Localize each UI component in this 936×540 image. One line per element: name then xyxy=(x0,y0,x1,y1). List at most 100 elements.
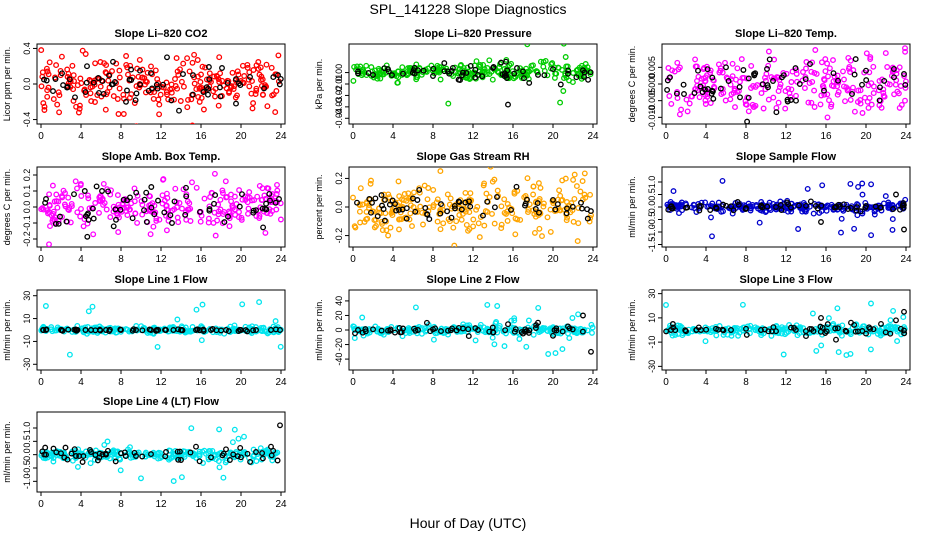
series-point xyxy=(64,456,71,463)
data-point xyxy=(150,95,157,102)
series-point xyxy=(681,91,687,97)
data-point xyxy=(50,216,56,222)
series-point xyxy=(552,206,559,213)
data-point xyxy=(203,76,210,83)
data-point xyxy=(589,329,595,336)
series-point xyxy=(250,327,257,334)
data-point xyxy=(514,70,521,77)
series-point xyxy=(818,202,825,209)
data-point xyxy=(160,84,167,91)
data-point xyxy=(228,84,234,91)
data-point xyxy=(238,214,245,221)
data-point xyxy=(484,65,491,71)
data-point xyxy=(885,201,892,208)
x-tick-label: 4 xyxy=(703,131,709,142)
data-point xyxy=(666,93,673,99)
series-point xyxy=(217,93,224,100)
data-point xyxy=(69,62,76,69)
x-tick-label: 4 xyxy=(78,499,84,510)
data-point xyxy=(865,82,872,89)
data-point xyxy=(273,206,280,213)
data-point xyxy=(676,64,683,71)
series-point xyxy=(518,329,525,336)
series-point xyxy=(112,206,119,213)
series-point xyxy=(43,77,50,84)
data-point xyxy=(123,53,130,59)
data-point xyxy=(350,77,357,84)
series-point xyxy=(99,188,105,194)
data-point xyxy=(509,210,516,217)
data-point xyxy=(544,328,551,335)
data-point xyxy=(45,210,51,217)
data-point xyxy=(163,89,170,96)
series-point xyxy=(148,184,155,190)
series-point xyxy=(455,76,462,83)
series-point xyxy=(183,193,190,200)
data-point xyxy=(412,304,419,311)
data-point xyxy=(168,85,175,92)
series-point xyxy=(382,196,388,203)
data-point xyxy=(855,183,862,190)
series-point xyxy=(420,67,427,74)
series-point xyxy=(90,215,97,222)
data-point xyxy=(142,453,149,460)
data-point xyxy=(70,72,77,79)
data-point xyxy=(734,325,740,332)
data-point xyxy=(830,320,837,327)
series-point xyxy=(792,65,799,72)
data-point xyxy=(50,208,57,215)
data-point xyxy=(54,101,61,108)
data-point xyxy=(569,315,576,321)
data-point xyxy=(838,229,844,236)
data-point xyxy=(38,83,45,90)
series-point xyxy=(508,206,514,213)
data-point xyxy=(674,59,681,66)
data-point xyxy=(180,83,187,90)
data-point xyxy=(65,194,72,201)
series-point xyxy=(859,328,866,334)
data-point xyxy=(246,69,253,76)
series-point xyxy=(76,453,83,460)
data-point xyxy=(150,223,157,230)
data-point xyxy=(503,330,509,337)
series-point xyxy=(50,88,56,95)
series-point xyxy=(777,201,784,208)
series-point xyxy=(430,65,437,72)
x-tick-label: 16 xyxy=(195,254,207,265)
data-point xyxy=(719,177,726,184)
series-point xyxy=(840,201,847,208)
series-point xyxy=(108,81,115,88)
data-point xyxy=(368,177,374,184)
series-point xyxy=(835,77,841,84)
y-tick-label: -0.03 xyxy=(334,97,344,118)
data-point xyxy=(547,228,554,235)
series-point xyxy=(275,72,281,79)
series-point xyxy=(735,201,742,208)
data-point xyxy=(859,191,866,198)
x-tick-label: 0 xyxy=(38,377,44,388)
data-point xyxy=(498,221,505,228)
series-point xyxy=(704,86,711,92)
data-point xyxy=(256,299,263,306)
data-point xyxy=(194,57,201,63)
series-point xyxy=(73,453,79,459)
series-point xyxy=(355,70,361,77)
series-point xyxy=(505,321,511,328)
series-point xyxy=(803,202,809,209)
series-point xyxy=(128,66,135,73)
data-point xyxy=(902,78,909,85)
data-point xyxy=(406,330,413,337)
y-tick-label: 0.5 xyxy=(22,435,32,448)
data-point xyxy=(830,57,836,64)
series-point xyxy=(807,198,814,205)
series-point xyxy=(206,207,213,214)
data-point xyxy=(579,178,586,185)
series-point xyxy=(745,75,752,82)
data-point xyxy=(46,191,53,198)
series-point xyxy=(82,89,89,96)
data-point xyxy=(254,193,261,200)
series-point xyxy=(901,308,907,315)
x-tick-label: 8 xyxy=(430,377,436,388)
series-point xyxy=(788,204,794,211)
series-point xyxy=(900,202,907,208)
